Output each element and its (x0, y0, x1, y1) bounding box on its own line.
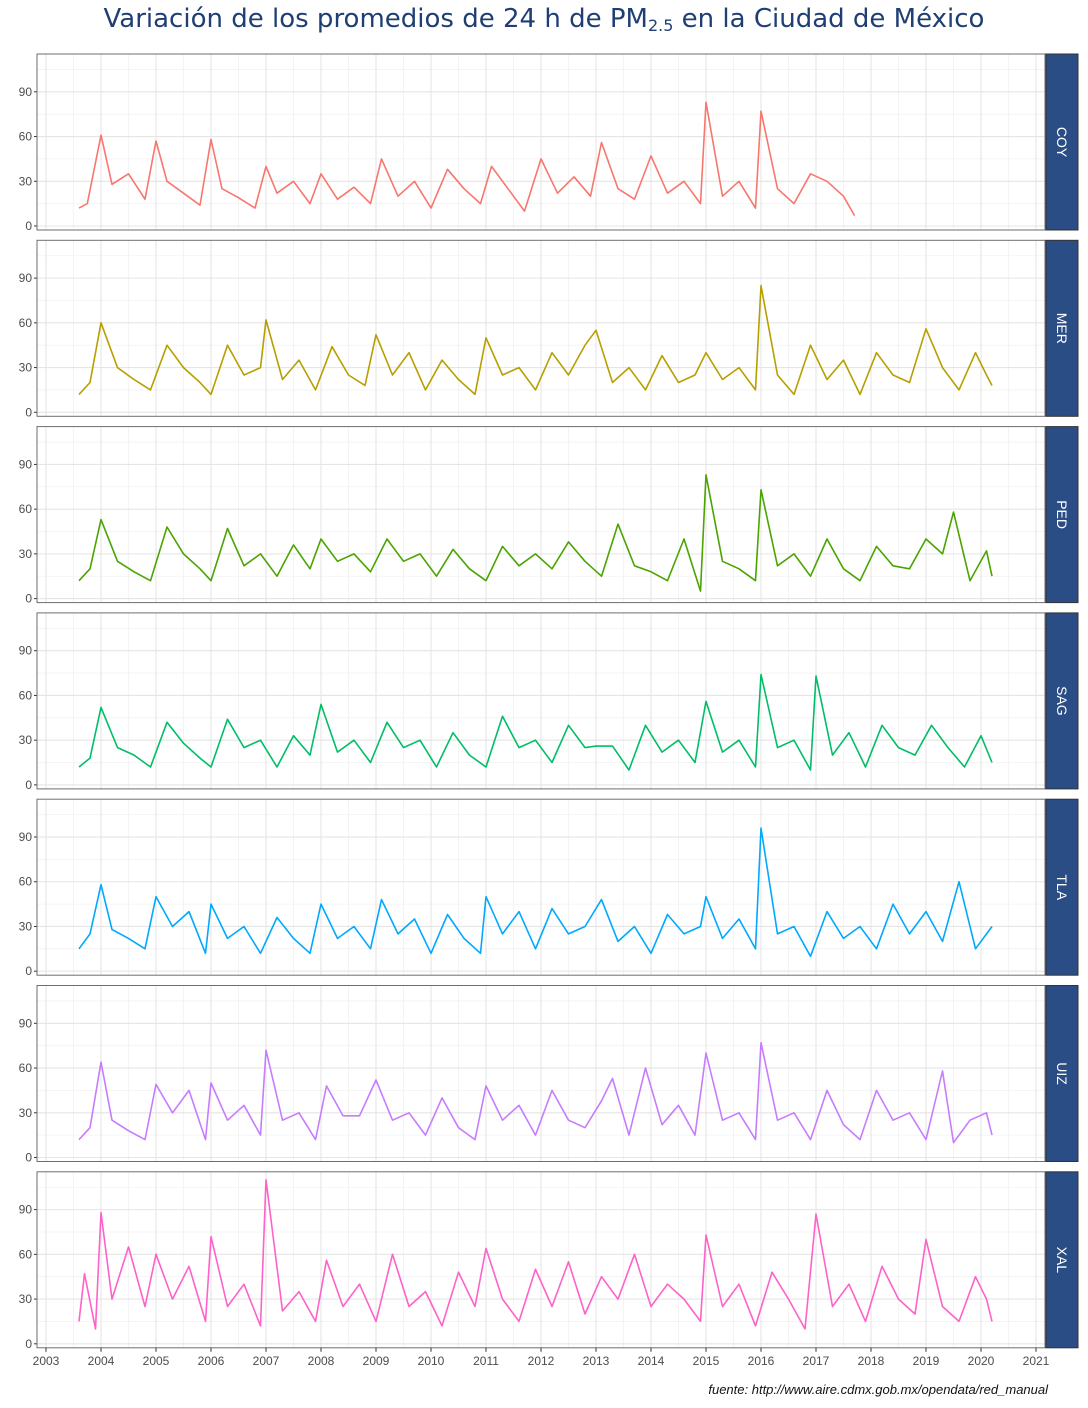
x-tick-label: 2021 (1023, 1354, 1050, 1368)
y-tick-label: 0 (25, 219, 32, 233)
series-line-uiz (78, 1041, 993, 1144)
y-tick-label: 30 (19, 361, 33, 375)
facet-strip-label: COY (1054, 127, 1070, 158)
x-tick-label: 2018 (858, 1354, 885, 1368)
facet-strip (1045, 612, 1079, 790)
x-tick-label: 2003 (33, 1354, 60, 1368)
y-tick-label: 0 (25, 405, 32, 419)
y-tick-label: 0 (25, 964, 32, 978)
x-tick-label: 2012 (528, 1354, 555, 1368)
x-tick-label: 2007 (253, 1354, 280, 1368)
panel-uiz: 0 30 60 90 UIZ (19, 985, 1079, 1165)
x-tick-label: 2010 (418, 1354, 445, 1368)
y-tick-label: 90 (19, 457, 33, 471)
y-tick-label: 60 (19, 688, 33, 702)
y-tick-label: 30 (19, 174, 33, 188)
chart-title-prefix: Variación de los promedios de 24 h de PM (103, 4, 648, 34)
chart-title: Variación de los promedios de 24 h de PM… (0, 4, 1088, 35)
panel-border (36, 239, 1046, 417)
facet-strip (1045, 239, 1079, 417)
chart-title-suffix: en la Ciudad de México (673, 4, 985, 34)
y-tick-label: 60 (19, 130, 33, 144)
series-line-mer (78, 284, 993, 396)
series-line-tla (78, 827, 993, 958)
panel-border (36, 612, 1046, 790)
facet-strip (1045, 53, 1079, 231)
y-tick-label: 90 (19, 85, 33, 99)
y-tick-label: 30 (19, 919, 33, 933)
panel-border (36, 53, 1046, 231)
facet-strip-label: TLA (1054, 874, 1070, 900)
y-tick-label: 60 (19, 1247, 33, 1261)
x-tick-label: 2004 (88, 1354, 115, 1368)
x-tick-label: 2008 (308, 1354, 335, 1368)
y-tick-label: 90 (19, 271, 33, 285)
x-tick-label: 2005 (143, 1354, 170, 1368)
facet-strip (1045, 426, 1079, 604)
x-tick-label: 2017 (803, 1354, 830, 1368)
y-tick-label: 30 (19, 1292, 33, 1306)
panel-sag: 0 30 60 90 SAG (19, 612, 1079, 792)
facet-strip-label: PED (1054, 500, 1070, 529)
y-tick-label: 30 (19, 733, 33, 747)
y-tick-label: 0 (25, 1337, 32, 1351)
y-tick-label: 0 (25, 778, 32, 792)
panel-border (36, 426, 1046, 604)
y-tick-label: 60 (19, 316, 33, 330)
y-tick-label: 0 (25, 1151, 32, 1165)
panel-ped: 0 30 60 90 PED (19, 426, 1079, 606)
x-tick-label: 2006 (198, 1354, 225, 1368)
series-line-ped (78, 474, 993, 592)
x-tick-label: 2020 (968, 1354, 995, 1368)
panel-tla: 0 30 60 90 TLA (19, 798, 1079, 978)
series-line-xal (78, 1179, 993, 1330)
panel-border (36, 798, 1046, 976)
x-tick-label: 2013 (583, 1354, 610, 1368)
facet-strip-label: SAG (1054, 686, 1070, 716)
facet-strip (1045, 1171, 1079, 1349)
x-tick-label: 2009 (363, 1354, 390, 1368)
panel-mer: 0 30 60 90 MER (19, 239, 1079, 419)
x-tick-label: 2019 (913, 1354, 940, 1368)
series-line-sag (78, 673, 993, 771)
y-tick-label: 60 (19, 1061, 33, 1075)
y-tick-label: 60 (19, 875, 33, 889)
x-tick-label: 2011 (473, 1354, 499, 1368)
y-tick-label: 90 (19, 1016, 33, 1030)
source-note: fuente: http://www.aire.cdmx.gob.mx/open… (708, 1382, 1048, 1397)
y-tick-label: 60 (19, 502, 33, 516)
y-tick-label: 90 (19, 1203, 33, 1217)
panel-xal: 0 30 60 90 XAL 2003 2004 2005 2006 2007 2008 2009 20… (19, 1171, 1079, 1368)
y-tick-label: 0 (25, 592, 32, 606)
y-tick-label: 30 (19, 547, 33, 561)
y-tick-label: 90 (19, 830, 33, 844)
x-tick-label: 2016 (748, 1354, 775, 1368)
panel-border (36, 985, 1046, 1162)
x-tick-label: 2015 (693, 1354, 720, 1368)
facet-strip-label: UIZ (1054, 1062, 1070, 1085)
y-tick-label: 30 (19, 1106, 33, 1120)
facet-strip (1045, 985, 1079, 1162)
series-line-coy (78, 101, 856, 216)
panel-coy: 0 30 60 90 COY (19, 53, 1079, 233)
x-tick-label: 2014 (638, 1354, 665, 1368)
facet-strip (1045, 798, 1079, 976)
y-tick-label: 90 (19, 644, 33, 658)
chart-title-subscript: 2.5 (647, 16, 674, 35)
facet-strip-label: XAL (1054, 1247, 1070, 1274)
facet-strip-label: MER (1054, 313, 1070, 344)
